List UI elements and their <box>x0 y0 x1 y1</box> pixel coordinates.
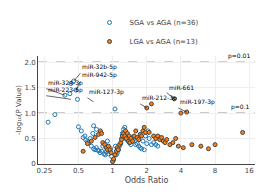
svg-text:16: 16 <box>245 167 254 175</box>
svg-text:4: 4 <box>179 167 184 175</box>
svg-text:LGA vs AGA (n=13): LGA vs AGA (n=13) <box>130 38 198 46</box>
svg-text:miR-32b-5p: miR-32b-5p <box>82 63 117 71</box>
svg-text:miR-661: miR-661 <box>169 84 194 91</box>
svg-text:8: 8 <box>213 167 217 175</box>
svg-text:Odds Ratio: Odds Ratio <box>125 176 169 185</box>
svg-text:-log₁₀(P Value): -log₁₀(P Value) <box>15 85 23 135</box>
svg-text:SGA vs AGA (n=36): SGA vs AGA (n=36) <box>130 19 199 27</box>
svg-text:0.5: 0.5 <box>24 135 35 143</box>
svg-text:0.5: 0.5 <box>73 167 84 175</box>
svg-text:1.0: 1.0 <box>24 110 35 118</box>
svg-text:miR-223-6p: miR-223-6p <box>48 86 83 94</box>
svg-text:p=0.1: p=0.1 <box>231 103 250 111</box>
svg-text:0: 0 <box>31 160 35 168</box>
svg-text:2.0: 2.0 <box>24 59 35 67</box>
svg-text:miR-324-3p: miR-324-3p <box>48 79 83 87</box>
svg-text:1: 1 <box>110 167 114 175</box>
svg-text:miR-942-5p: miR-942-5p <box>82 71 117 79</box>
svg-text:miR-197-3p: miR-197-3p <box>180 98 215 106</box>
svg-text:2: 2 <box>145 167 149 175</box>
svg-text:miR-127-3p: miR-127-3p <box>89 88 124 96</box>
svg-text:0.25: 0.25 <box>37 167 53 175</box>
svg-text:miR-212-3p: miR-212-3p <box>142 94 177 102</box>
svg-text:1.5: 1.5 <box>24 84 35 92</box>
svg-text:p=0.01: p=0.01 <box>228 52 250 60</box>
